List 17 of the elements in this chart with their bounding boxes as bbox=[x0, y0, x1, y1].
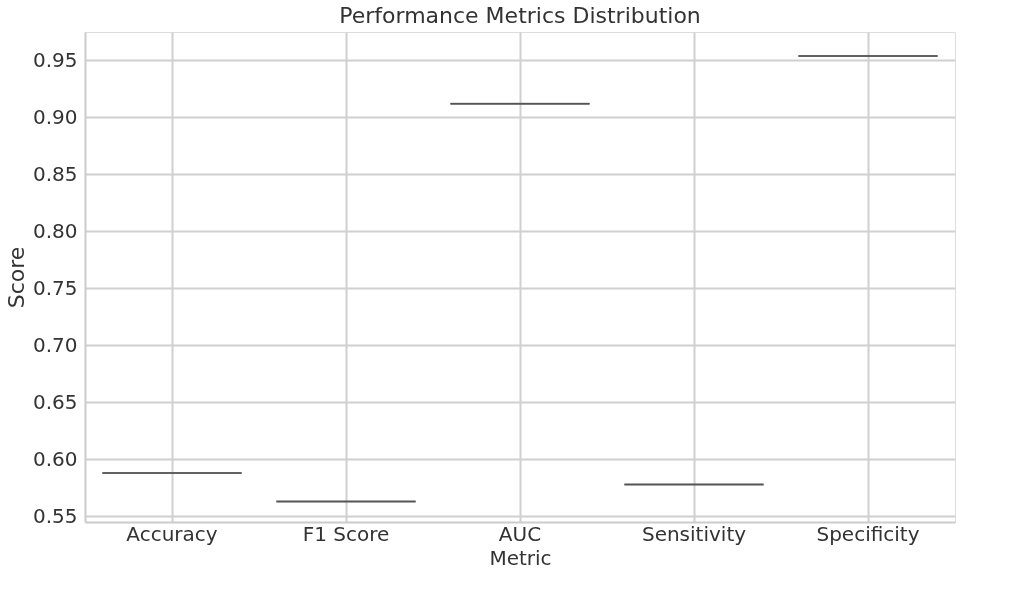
y-tick-label: 0.95 bbox=[32, 47, 78, 72]
x-tick-label: Accuracy bbox=[126, 521, 218, 546]
x-tick-label: Specificity bbox=[816, 521, 920, 546]
y-tick-label: 0.60 bbox=[32, 446, 78, 471]
y-tick-label: 0.80 bbox=[32, 218, 78, 243]
x-tick-label: Sensitivity bbox=[641, 521, 747, 546]
x-axis-title: Metric bbox=[489, 545, 552, 570]
chart-title: Performance Metrics Distribution bbox=[339, 3, 701, 28]
y-tick-label: 0.65 bbox=[32, 389, 78, 414]
y-tick-label: 0.85 bbox=[32, 161, 78, 186]
x-tick-label: AUC bbox=[498, 521, 542, 546]
y-tick-label: 0.70 bbox=[32, 332, 78, 357]
y-tick-label: 0.90 bbox=[32, 104, 78, 129]
y-axis-title: Score bbox=[3, 246, 29, 309]
y-tick-label: 0.55 bbox=[32, 503, 78, 528]
x-tick-label: F1 Score bbox=[302, 521, 390, 546]
y-tick-label: 0.75 bbox=[32, 275, 78, 300]
